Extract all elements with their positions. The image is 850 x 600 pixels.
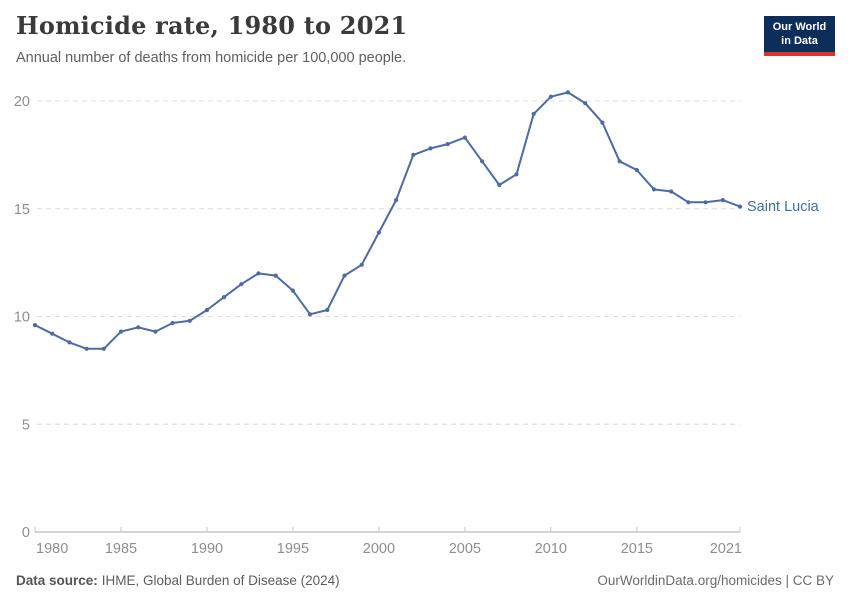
data-point: [376, 230, 381, 235]
page-title: Homicide rate, 1980 to 2021: [16, 11, 408, 40]
data-point: [153, 329, 158, 334]
data-point: [462, 135, 467, 140]
y-axis-tick-label: 0: [22, 525, 30, 541]
data-point: [359, 262, 364, 267]
data-point: [50, 331, 55, 336]
data-point: [651, 187, 657, 192]
data-point: [720, 198, 725, 203]
y-axis-tick-label: 20: [14, 94, 30, 110]
data-point: [497, 182, 502, 188]
y-axis-tick-label: 15: [14, 202, 30, 218]
x-axis-tick-label: 1985: [105, 541, 137, 557]
data-point: [565, 90, 571, 95]
chart-footer: Data source: IHME, Global Burden of Disea…: [16, 573, 834, 588]
x-axis-tick-label: 1990: [191, 541, 223, 557]
data-source-label: Data source:: [16, 573, 98, 588]
x-axis-tick-label: 2015: [621, 541, 653, 557]
data-point: [239, 282, 244, 287]
data-point: [256, 271, 261, 276]
data-point: [669, 189, 674, 194]
chart-header: Homicide rate, 1980 to 2021 Annual numbe…: [16, 11, 750, 67]
data-point: [411, 152, 416, 157]
data-point: [67, 340, 72, 345]
data-point: [273, 273, 278, 278]
data-point: [222, 295, 227, 300]
credit-text: OurWorldinData.org/homicides | CC BY: [597, 573, 834, 588]
data-point: [118, 329, 124, 334]
x-axis-tick-label: 2000: [363, 541, 395, 557]
data-point: [548, 94, 554, 99]
data-point: [187, 318, 192, 323]
data-point: [101, 346, 106, 351]
data-point: [290, 288, 295, 293]
data-source: Data source: IHME, Global Burden of Disea…: [16, 573, 340, 588]
y-axis-tick-label: 5: [22, 417, 30, 433]
x-axis-tick-label: 2021: [710, 541, 742, 557]
data-point: [428, 146, 433, 151]
x-axis-tick-label: 1995: [277, 541, 309, 557]
data-point: [394, 198, 399, 203]
data-point: [84, 346, 89, 351]
owid-logo: Our World in Data: [764, 16, 835, 56]
data-point: [342, 273, 347, 278]
data-point: [514, 172, 519, 177]
owid-logo-line2: in Data: [781, 35, 818, 48]
data-point: [703, 200, 708, 205]
y-axis-tick-label: 10: [14, 310, 30, 326]
data-point: [634, 167, 639, 173]
data-point: [600, 120, 605, 125]
data-point: [445, 142, 450, 147]
data-source-text: IHME, Global Burden of Disease (2024): [101, 573, 340, 588]
data-point: [32, 323, 38, 328]
data-point: [204, 307, 210, 313]
x-axis-tick-label: 2005: [449, 541, 481, 557]
x-axis-tick-label: 2010: [535, 541, 567, 557]
data-point: [617, 159, 622, 164]
data-line: [34, 91, 741, 350]
data-point: [170, 320, 175, 326]
owid-logo-line1: Our World: [772, 21, 827, 33]
data-point: [531, 111, 536, 116]
data-point: [583, 101, 588, 106]
chart-subtitle: Annual number of deaths from homicide pe…: [16, 49, 407, 66]
series-label: Saint Lucia: [747, 199, 820, 215]
data-point: [480, 159, 485, 164]
x-axis-tick-label: 1980: [36, 541, 68, 557]
data-point: [325, 307, 330, 313]
data-point: [308, 312, 313, 317]
data-point: [686, 200, 691, 205]
data-point: [737, 204, 743, 209]
data-point: [136, 325, 141, 330]
